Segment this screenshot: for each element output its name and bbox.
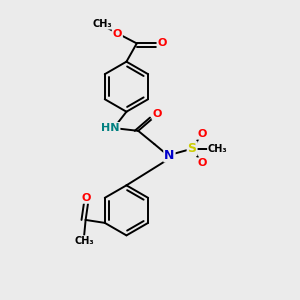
Text: O: O (152, 109, 162, 119)
Text: HN: HN (101, 123, 119, 133)
Text: S: S (188, 142, 196, 155)
Text: N: N (164, 148, 175, 161)
Text: O: O (158, 38, 167, 48)
Text: methyl: methyl (103, 24, 107, 25)
Text: methyl: methyl (97, 24, 102, 25)
Text: O: O (198, 158, 207, 168)
Text: O: O (198, 129, 207, 139)
Text: CH₃: CH₃ (208, 143, 227, 154)
Text: O: O (82, 193, 91, 203)
Text: CH₃: CH₃ (74, 236, 94, 246)
Text: O: O (112, 29, 122, 39)
Text: CH₃: CH₃ (92, 19, 112, 29)
